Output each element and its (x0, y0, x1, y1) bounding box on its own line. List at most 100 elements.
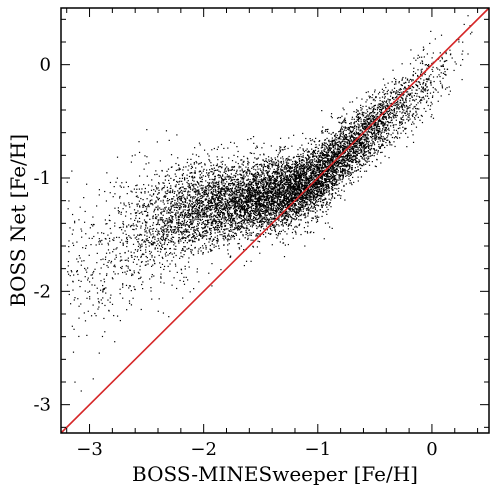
scatter-point (149, 194, 151, 196)
scatter-point (105, 287, 107, 289)
scatter-point (179, 226, 181, 229)
scatter-point (297, 199, 299, 201)
scatter-point (247, 232, 249, 235)
scatter-point (334, 169, 336, 171)
scatter-point (406, 95, 408, 97)
scatter-point (300, 181, 302, 183)
scatter-point (213, 189, 215, 191)
scatter-point (298, 192, 301, 195)
scatter-point (236, 191, 238, 194)
scatter-point (212, 164, 215, 166)
scatter-point (290, 190, 293, 192)
scatter-point (405, 127, 407, 130)
scatter-point (179, 230, 182, 233)
scatter-point (171, 231, 173, 233)
scatter-point (361, 157, 364, 159)
scatter-point (273, 179, 275, 181)
scatter-point (276, 210, 278, 212)
scatter-point (311, 178, 313, 180)
scatter-point (219, 171, 221, 173)
scatter-point (231, 189, 233, 191)
scatter-point (386, 120, 389, 123)
scatter-point (191, 219, 193, 221)
scatter-point (232, 196, 234, 198)
scatter-point (352, 152, 354, 154)
scatter-point (381, 143, 383, 146)
scatter-point (190, 205, 192, 207)
scatter-point (280, 177, 282, 180)
scatter-point (197, 218, 199, 220)
scatter-point (291, 164, 293, 166)
scatter-point (377, 123, 380, 125)
scatter-point (305, 185, 307, 187)
scatter-point (252, 224, 254, 226)
scatter-point (163, 228, 165, 230)
scatter-point (146, 235, 148, 237)
scatter-point (188, 226, 190, 228)
scatter-point (202, 209, 204, 211)
scatter-point (323, 166, 325, 169)
scatter-point (178, 169, 180, 171)
scatter-point (273, 195, 275, 197)
scatter-point (396, 107, 398, 109)
scatter-point (330, 159, 333, 162)
scatter-point (340, 170, 342, 172)
scatter-point (205, 229, 208, 231)
scatter-point (303, 207, 305, 209)
scatter-point (181, 177, 184, 179)
scatter-point (198, 222, 201, 224)
scatter-point (158, 233, 161, 235)
scatter-point (179, 180, 181, 182)
scatter-point (330, 161, 332, 163)
scatter-point (254, 218, 257, 220)
scatter-point (171, 239, 173, 241)
scatter-point (316, 180, 318, 182)
scatter-point (288, 192, 290, 195)
scatter-point (129, 269, 132, 271)
scatter-point (285, 221, 288, 224)
scatter-point (203, 227, 205, 229)
scatter-point (312, 153, 314, 155)
scatter-point (313, 191, 315, 193)
scatter-point (313, 206, 315, 208)
scatter-point (287, 184, 290, 186)
scatter-point (311, 188, 313, 190)
scatter-point (326, 155, 329, 157)
scatter-point (311, 192, 313, 194)
scatter-point (210, 199, 212, 201)
scatter-point (133, 225, 135, 227)
scatter-point (411, 80, 413, 82)
scatter-point (368, 123, 370, 125)
scatter-point (291, 217, 293, 219)
scatter-point (328, 155, 330, 157)
scatter-point (322, 194, 324, 196)
scatter-point (362, 153, 364, 156)
scatter-point (304, 217, 306, 219)
scatter-point (326, 151, 328, 153)
scatter-point (238, 214, 240, 216)
scatter-point (234, 228, 236, 230)
scatter-point (238, 242, 240, 245)
scatter-point (223, 225, 226, 227)
scatter-point (80, 228, 82, 230)
scatter-point (169, 239, 171, 242)
scatter-point (343, 162, 345, 165)
scatter-point (388, 101, 390, 103)
scatter-point (432, 91, 435, 93)
scatter-point (221, 182, 223, 184)
scatter-point (291, 173, 294, 175)
scatter-point (399, 127, 401, 129)
scatter-point (218, 190, 220, 192)
scatter-point (120, 266, 122, 269)
scatter-point (302, 198, 304, 201)
scatter-point (224, 178, 226, 180)
scatter-point (191, 184, 194, 186)
scatter-point (245, 172, 247, 174)
scatter-point (284, 176, 286, 178)
scatter-point (296, 194, 298, 196)
scatter-point (365, 123, 367, 125)
scatter-point (290, 166, 292, 169)
scatter-point (331, 227, 333, 229)
scatter-point (286, 211, 288, 213)
scatter-point (313, 168, 316, 170)
